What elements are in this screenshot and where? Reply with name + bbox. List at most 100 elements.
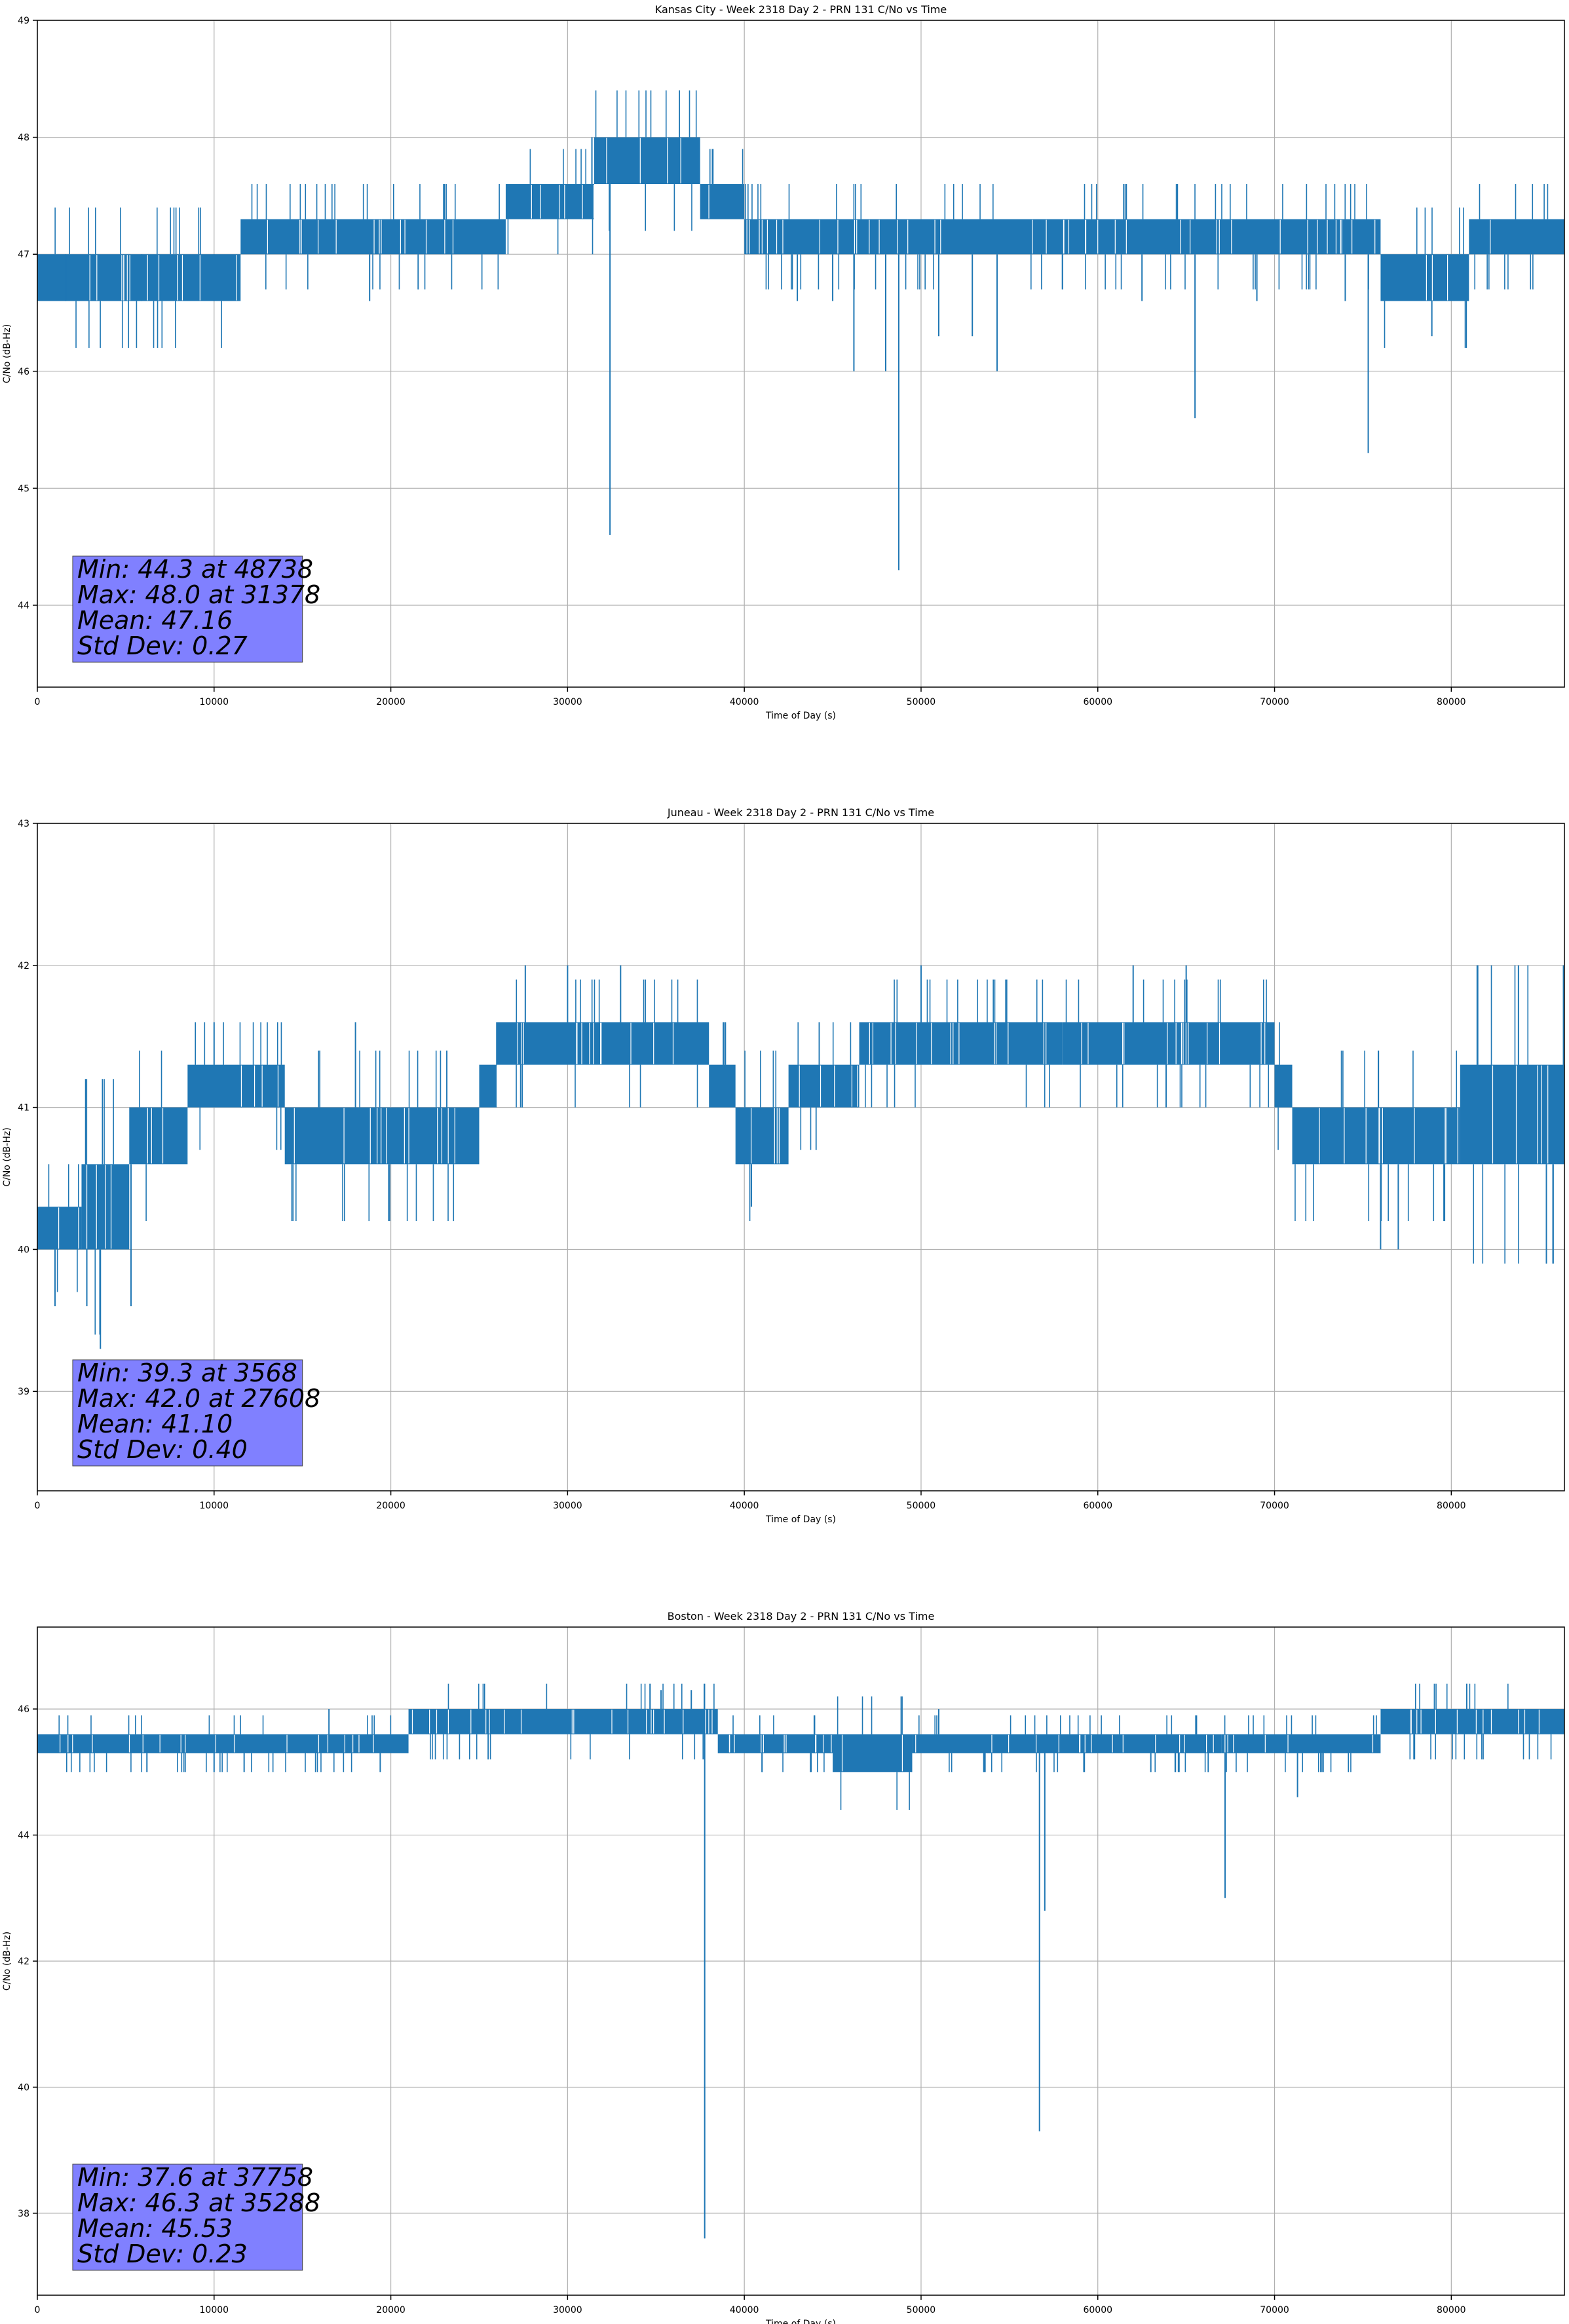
data-band bbox=[1221, 1734, 1381, 1753]
y-tick-label: 40 bbox=[18, 1245, 29, 1255]
stats-box bbox=[72, 555, 303, 663]
y-tick-label: 44 bbox=[18, 1831, 29, 1841]
chart-title: Juneau - Week 2318 Day 2 - PRN 131 C/No … bbox=[667, 806, 934, 819]
y-axis-label: C/No (dB-Hz) bbox=[2, 1127, 12, 1186]
y-tick-label: 43 bbox=[18, 819, 29, 829]
x-tick-label: 60000 bbox=[1083, 1501, 1112, 1511]
chart-panel: 0 10000 20000 30000 40000 50000 60000 70000 8000… bbox=[2, 3, 1565, 721]
x-tick-label: 50000 bbox=[907, 2305, 936, 2315]
chart-title: Boston - Week 2318 Day 2 - PRN 131 C/No … bbox=[668, 1610, 935, 1622]
x-tick-label: 50000 bbox=[907, 1501, 936, 1511]
data-band bbox=[833, 1734, 913, 1772]
y-tick-label: 46 bbox=[18, 367, 29, 377]
data-band bbox=[187, 1064, 285, 1108]
chart-panel: 0 10000 20000 30000 40000 50000 60000 70000 8000… bbox=[2, 1610, 1565, 2324]
y-tick-label: 39 bbox=[18, 1387, 29, 1397]
y-tick-label: 41 bbox=[18, 1103, 29, 1114]
y-tick-label: 40 bbox=[18, 2082, 29, 2093]
data-band bbox=[594, 137, 700, 185]
y-axis-label: C/No (dB-Hz) bbox=[2, 324, 12, 383]
data-band bbox=[37, 254, 241, 301]
stats-box bbox=[72, 1359, 303, 1467]
x-tick-label: 30000 bbox=[553, 2305, 582, 2315]
x-tick-label: 40000 bbox=[730, 2305, 759, 2315]
x-tick-label: 80000 bbox=[1437, 1501, 1466, 1511]
data-band bbox=[37, 1207, 82, 1250]
stats-line: Std Dev: 0.27 bbox=[77, 631, 248, 660]
data-band bbox=[912, 1734, 1222, 1753]
stats-line: Std Dev: 0.23 bbox=[77, 2240, 248, 2268]
chart-panels: 0 10000 20000 30000 40000 50000 60000 70000 8000… bbox=[2, 3, 1565, 2324]
x-axis-label: Time of Day (s) bbox=[765, 2319, 836, 2324]
data-band bbox=[1380, 254, 1469, 301]
x-tick-label: 70000 bbox=[1260, 697, 1289, 707]
x-tick-label: 20000 bbox=[376, 1501, 406, 1511]
data-band bbox=[709, 1064, 736, 1108]
stats-line: Min: 44.3 at 48738 bbox=[77, 555, 313, 584]
x-tick-label: 60000 bbox=[1083, 697, 1112, 707]
x-tick-label: 10000 bbox=[200, 697, 229, 707]
y-tick-label: 46 bbox=[18, 1704, 29, 1715]
x-tick-label: 60000 bbox=[1083, 2305, 1112, 2315]
data-band bbox=[1469, 219, 1564, 255]
x-tick-label: 80000 bbox=[1437, 697, 1466, 707]
data-band bbox=[788, 1064, 860, 1108]
x-tick-label: 50000 bbox=[907, 697, 936, 707]
x-tick-label: 30000 bbox=[553, 1501, 582, 1511]
stats-line: Std Dev: 0.40 bbox=[77, 1435, 248, 1464]
chart-panel: 0 10000 20000 30000 40000 50000 60000 70000 8000… bbox=[2, 806, 1565, 1525]
data-band bbox=[859, 1022, 1063, 1065]
x-tick-label: 40000 bbox=[730, 697, 759, 707]
y-tick-label: 44 bbox=[18, 601, 29, 611]
x-tick-label: 40000 bbox=[730, 1501, 759, 1511]
x-tick-label: 80000 bbox=[1437, 2305, 1466, 2315]
x-tick-label: 70000 bbox=[1260, 2305, 1289, 2315]
stats-line: Min: 39.3 at 3568 bbox=[77, 1359, 297, 1387]
data-band bbox=[129, 1107, 188, 1165]
data-band bbox=[1274, 1064, 1293, 1108]
data-band bbox=[700, 184, 745, 219]
data-band bbox=[408, 1709, 718, 1734]
stats-line: Max: 48.0 at 31378 bbox=[77, 580, 320, 609]
y-tick-label: 48 bbox=[18, 133, 29, 143]
x-axis-label: Time of Day (s) bbox=[765, 1514, 836, 1525]
x-tick-label: 30000 bbox=[553, 697, 582, 707]
data-band bbox=[284, 1107, 480, 1165]
data-band bbox=[744, 219, 1381, 255]
stats-line: Mean: 47.16 bbox=[77, 606, 233, 635]
x-tick-label: 20000 bbox=[376, 2305, 406, 2315]
x-tick-label: 0 bbox=[35, 1501, 41, 1511]
data-band bbox=[717, 1734, 833, 1753]
stats-line: Max: 42.0 at 27608 bbox=[77, 1384, 320, 1413]
stats-line: Min: 37.6 at 37758 bbox=[77, 2163, 313, 2192]
data-band bbox=[37, 1734, 409, 1753]
data-band bbox=[505, 184, 594, 219]
axes-frame bbox=[37, 20, 1565, 688]
stats-line: Mean: 45.53 bbox=[77, 2214, 233, 2243]
y-tick-label: 45 bbox=[18, 483, 29, 494]
data-band bbox=[1380, 1709, 1564, 1734]
x-tick-label: 70000 bbox=[1260, 1501, 1289, 1511]
x-axis-label: Time of Day (s) bbox=[765, 711, 836, 721]
y-tick-label: 42 bbox=[18, 961, 29, 971]
data-band bbox=[479, 1064, 497, 1108]
y-tick-label: 47 bbox=[18, 250, 29, 260]
data-band bbox=[1292, 1107, 1460, 1165]
y-tick-label: 49 bbox=[18, 16, 29, 26]
data-band bbox=[1460, 1064, 1564, 1165]
x-tick-label: 0 bbox=[35, 697, 41, 707]
x-tick-label: 0 bbox=[35, 2305, 41, 2315]
y-axis-label: C/No (dB-Hz) bbox=[2, 1932, 12, 1991]
x-tick-label: 10000 bbox=[200, 1501, 229, 1511]
stats-box bbox=[72, 2164, 303, 2271]
data-band bbox=[240, 219, 506, 255]
x-tick-label: 20000 bbox=[376, 697, 406, 707]
stats-line: Mean: 41.10 bbox=[77, 1410, 233, 1438]
data-band bbox=[497, 1022, 709, 1065]
y-tick-label: 38 bbox=[18, 2209, 29, 2219]
axes-frame bbox=[37, 823, 1565, 1491]
y-tick-label: 42 bbox=[18, 1957, 29, 1967]
stats-line: Max: 46.3 at 35288 bbox=[77, 2188, 320, 2217]
data-band bbox=[1062, 1022, 1275, 1065]
